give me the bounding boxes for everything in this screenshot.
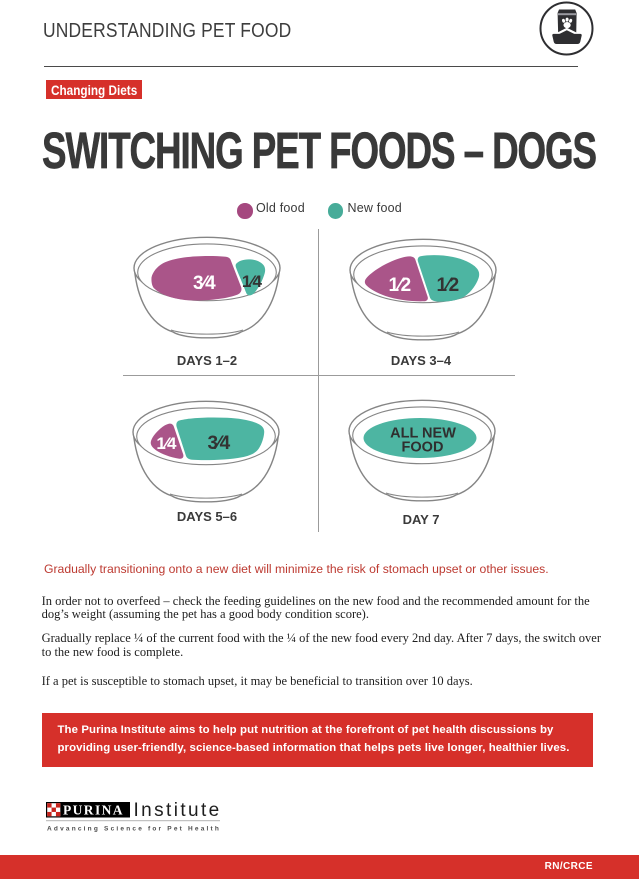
svg-text:1⁄2: 1⁄2	[388, 275, 410, 296]
svg-text:Institute: Institute	[134, 802, 222, 821]
svg-text:FOOD: FOOD	[402, 440, 444, 456]
svg-text:PURINA: PURINA	[63, 803, 124, 818]
svg-text:1⁄2: 1⁄2	[436, 275, 458, 296]
svg-text:3⁄4: 3⁄4	[208, 433, 231, 454]
svg-text:1⁄4: 1⁄4	[156, 434, 177, 453]
svg-text:3⁄4: 3⁄4	[193, 273, 216, 294]
svg-text:ALL NEW: ALL NEW	[390, 426, 456, 442]
svg-text:Advancing Science for Pet Heal: Advancing Science for Pet Health	[47, 826, 221, 833]
svg-text:1⁄4: 1⁄4	[241, 272, 262, 291]
